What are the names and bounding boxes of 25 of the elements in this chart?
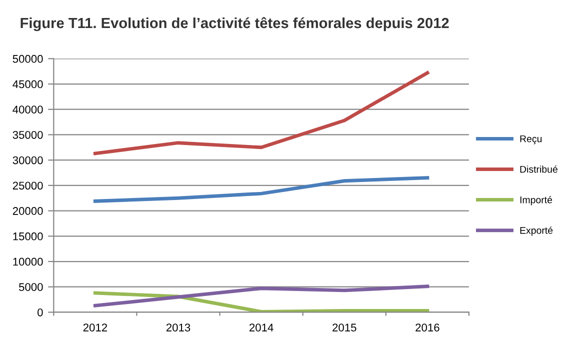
- legend-label: Importé: [520, 196, 552, 206]
- x-tick-label: 2016: [416, 324, 440, 332]
- y-tick-label: 30000: [12, 156, 43, 164]
- y-tick-label: 20000: [12, 207, 43, 215]
- y-tick-label: 5000: [18, 283, 43, 292]
- y-tick-label: 40000: [12, 106, 43, 114]
- line-series: [93, 291, 430, 312]
- y-tick-label: 15000: [13, 232, 43, 240]
- x-tick-label: 2013: [166, 324, 190, 332]
- legend-label: Reçu: [520, 135, 542, 144]
- chart-title: Figure T11. Evolution de l’activité têtes fémorales depuis 2012: [20, 17, 449, 32]
- line-series: [93, 71, 430, 156]
- x-tick-label: 2014: [250, 324, 274, 332]
- line-series: [93, 284, 430, 308]
- legend-label: Exporté: [520, 226, 553, 236]
- legend-label: Distribué: [520, 165, 558, 173]
- y-tick-label: 0: [38, 308, 43, 316]
- y-tick-label: 50000: [12, 54, 43, 63]
- y-tick-label: 10000: [13, 258, 43, 266]
- y-tick-label: 35000: [12, 130, 43, 139]
- x-tick-label: 2012: [83, 324, 108, 332]
- y-tick-label: 45000: [12, 80, 43, 88]
- y-tick-label: 25000: [12, 182, 43, 190]
- line-series: [93, 176, 430, 203]
- x-tick-label: 2015: [332, 324, 356, 332]
